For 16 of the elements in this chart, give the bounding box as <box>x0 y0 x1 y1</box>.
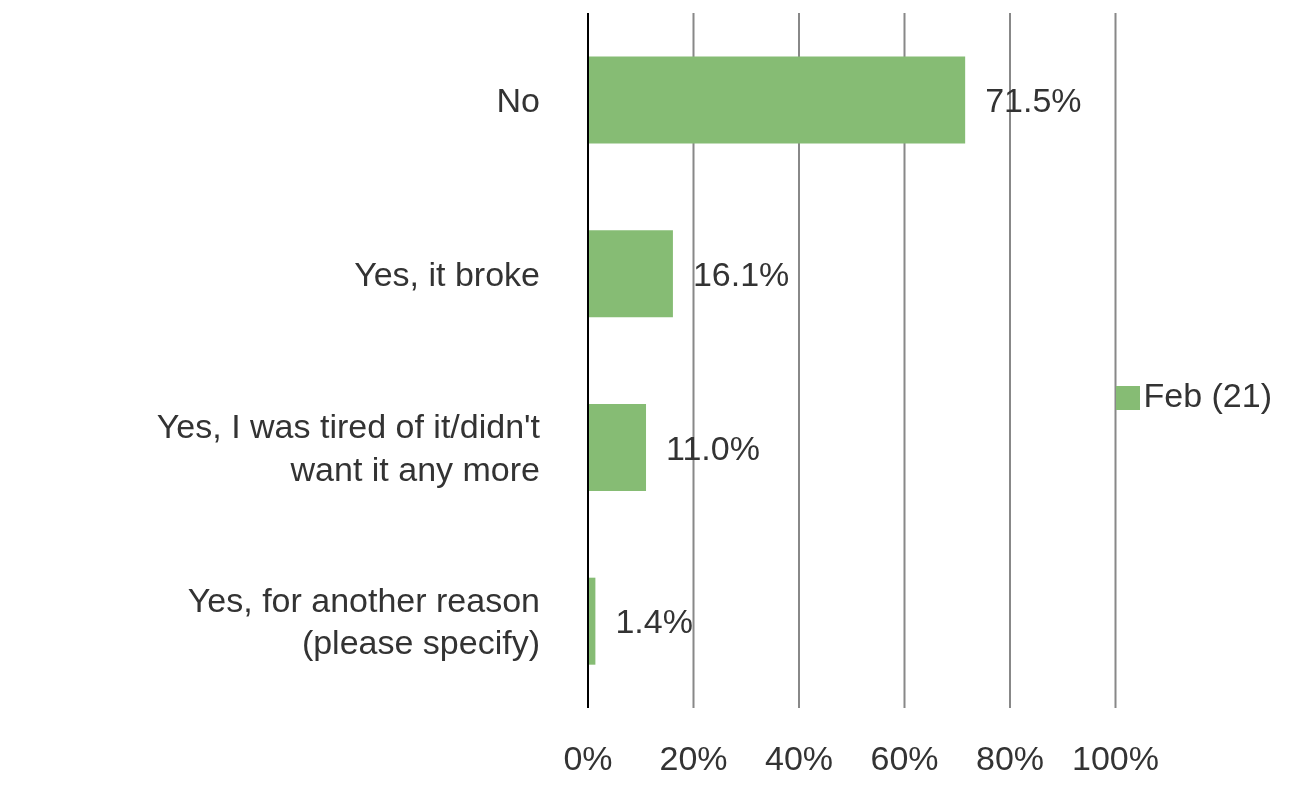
y-tick-label: No <box>496 80 540 119</box>
data-label: 16.1% <box>692 254 790 293</box>
x-tick-label: 80% <box>975 739 1045 778</box>
bar <box>588 230 673 318</box>
bar <box>588 403 647 491</box>
data-label: 1.4% <box>615 602 693 641</box>
legend-label: Feb (21) <box>1143 376 1272 414</box>
x-tick-label: 0% <box>563 739 613 778</box>
x-tick-label: 60% <box>870 739 939 778</box>
y-tick-label: Yes, for another reason (please specify) <box>187 580 540 662</box>
x-tick-label: 40% <box>764 739 834 778</box>
y-tick-label: Yes, I was tired of it/didn't want it any more <box>156 407 541 488</box>
y-tick-label: Yes, it broke <box>354 254 540 293</box>
x-tick-label: 100% <box>1072 739 1159 778</box>
x-tick-label: 20% <box>659 739 728 778</box>
bar <box>588 56 966 144</box>
